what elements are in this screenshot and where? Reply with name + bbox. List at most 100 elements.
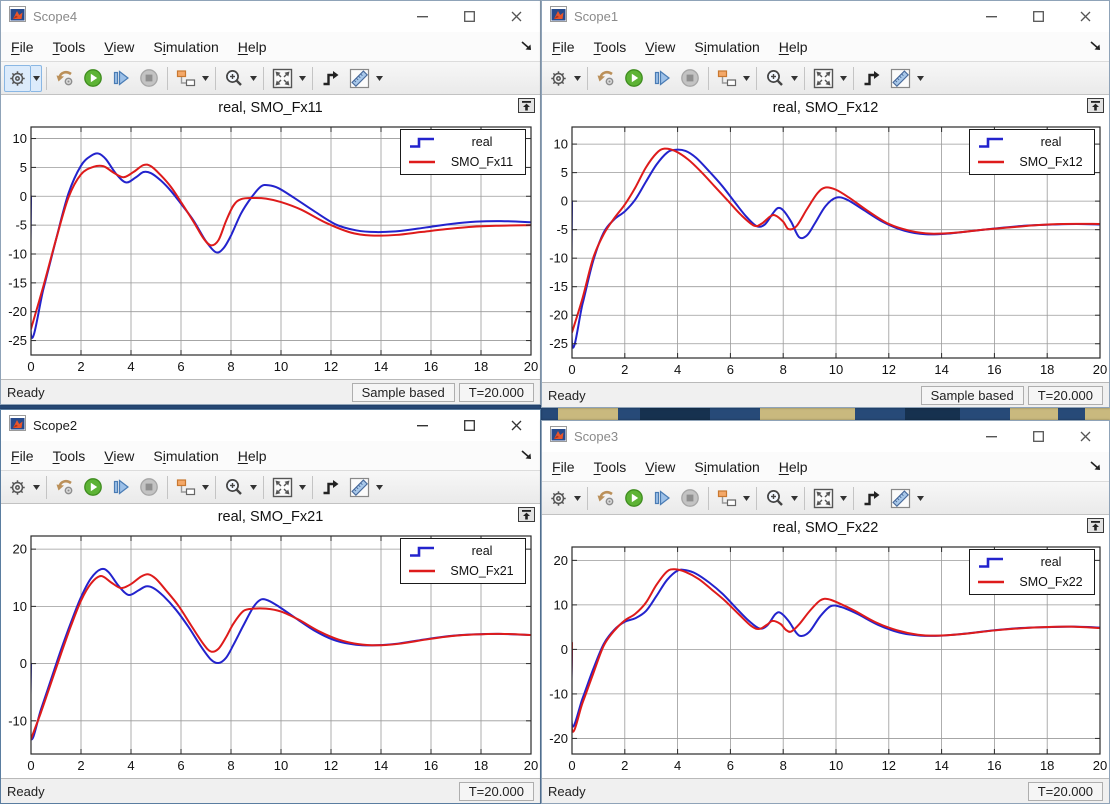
blocks-dropdown[interactable] — [200, 474, 211, 501]
zoom-dropdown[interactable] — [789, 65, 800, 92]
menu-file[interactable]: File — [552, 458, 575, 475]
zoom-button[interactable] — [220, 474, 248, 501]
menu-simulation[interactable]: Simulation — [153, 38, 219, 55]
stop-button[interactable] — [676, 485, 704, 512]
stop-button[interactable] — [135, 65, 163, 92]
settings-button[interactable] — [4, 64, 31, 92]
settings-button[interactable] — [545, 485, 572, 512]
menu-simulation[interactable]: Simulation — [153, 447, 219, 464]
menu-overflow-arrow-icon[interactable] — [520, 448, 533, 464]
trigger-button[interactable] — [317, 65, 345, 92]
run-button[interactable] — [620, 65, 648, 92]
zoom-button[interactable] — [761, 65, 789, 92]
menu-help[interactable]: Help — [237, 447, 267, 464]
legend[interactable]: real SMO_Fx11 — [400, 129, 526, 175]
dock-button[interactable] — [1087, 98, 1104, 113]
close-button[interactable] — [1062, 1, 1109, 32]
menu-tools[interactable]: Tools — [52, 38, 86, 55]
menu-simulation[interactable]: Simulation — [694, 458, 760, 475]
simulink-blocks-button[interactable] — [172, 65, 200, 92]
fit-to-view-button[interactable] — [268, 65, 297, 92]
trigger-button[interactable] — [317, 474, 345, 501]
minimize-button[interactable] — [968, 1, 1015, 32]
maximize-button[interactable] — [446, 1, 493, 32]
menu-file[interactable]: File — [11, 38, 34, 55]
trigger-button[interactable] — [858, 485, 886, 512]
fit-dropdown[interactable] — [297, 474, 308, 501]
menu-simulation[interactable]: Simulation — [694, 38, 760, 55]
maximize-button[interactable] — [446, 410, 493, 441]
scope-plot-canvas[interactable]: 0 2 4 6 8 10 12 14 16 18 20 20 10 0 -10 — [1, 530, 540, 778]
menu-overflow-arrow-icon[interactable] — [1089, 39, 1102, 55]
fit-dropdown[interactable] — [838, 65, 849, 92]
menu-view[interactable]: View — [104, 447, 135, 464]
settings-dropdown[interactable] — [572, 65, 583, 92]
zoom-dropdown[interactable] — [248, 65, 259, 92]
blocks-dropdown[interactable] — [741, 65, 752, 92]
dock-button[interactable] — [1087, 518, 1104, 533]
zoom-dropdown[interactable] — [248, 474, 259, 501]
menu-view[interactable]: View — [104, 38, 135, 55]
legend[interactable]: real SMO_Fx22 — [969, 549, 1095, 595]
settings-dropdown[interactable] — [31, 474, 42, 501]
title-bar[interactable]: Scope3 — [542, 421, 1109, 452]
menu-view[interactable]: View — [645, 458, 676, 475]
title-bar[interactable]: Scope1 — [542, 1, 1109, 32]
blocks-dropdown[interactable] — [741, 485, 752, 512]
maximize-button[interactable] — [1015, 421, 1062, 452]
close-button[interactable] — [493, 1, 540, 32]
menu-help[interactable]: Help — [778, 458, 808, 475]
stop-button[interactable] — [676, 65, 704, 92]
close-button[interactable] — [1062, 421, 1109, 452]
title-bar[interactable]: Scope4 — [1, 1, 540, 32]
settings-dropdown[interactable] — [31, 64, 42, 92]
settings-button[interactable] — [545, 65, 572, 92]
step-forward-button[interactable] — [648, 65, 676, 92]
legend[interactable]: real SMO_Fx12 — [969, 129, 1095, 175]
simulink-blocks-button[interactable] — [713, 65, 741, 92]
scope-plot-canvas[interactable]: 0 2 4 6 8 10 12 14 16 18 20 20 10 0 -10 -20 — [542, 541, 1109, 778]
settings-dropdown[interactable] — [572, 485, 583, 512]
measurements-dropdown[interactable] — [374, 65, 385, 92]
measurements-dropdown[interactable] — [915, 485, 926, 512]
minimize-button[interactable] — [399, 410, 446, 441]
step-forward-button[interactable] — [648, 485, 676, 512]
zoom-button[interactable] — [761, 485, 789, 512]
step-forward-button[interactable] — [107, 474, 135, 501]
close-button[interactable] — [493, 410, 540, 441]
scope-plot-canvas[interactable]: 0 2 4 6 8 10 12 14 16 18 20 10 5 0 -5 -10 -15 -20 -25 — [542, 121, 1109, 382]
menu-tools[interactable]: Tools — [593, 458, 627, 475]
menu-help[interactable]: Help — [237, 38, 267, 55]
measurements-button[interactable] — [886, 65, 915, 92]
measurements-button[interactable] — [345, 474, 374, 501]
run-button[interactable] — [79, 65, 107, 92]
fit-to-view-button[interactable] — [809, 65, 838, 92]
fit-to-view-button[interactable] — [268, 474, 297, 501]
minimize-button[interactable] — [968, 421, 1015, 452]
menu-overflow-arrow-icon[interactable] — [520, 39, 533, 55]
dock-button[interactable] — [518, 98, 535, 113]
maximize-button[interactable] — [1015, 1, 1062, 32]
measurements-button[interactable] — [886, 485, 915, 512]
step-back-button[interactable] — [51, 65, 79, 92]
measurements-dropdown[interactable] — [374, 474, 385, 501]
menu-overflow-arrow-icon[interactable] — [1089, 459, 1102, 475]
legend[interactable]: real SMO_Fx21 — [400, 538, 526, 584]
scope-plot-canvas[interactable]: 0 2 4 6 8 10 12 14 16 18 20 10 5 0 -5 -10 -15 -20 -25 — [1, 121, 540, 379]
menu-file[interactable]: File — [552, 38, 575, 55]
fit-dropdown[interactable] — [297, 65, 308, 92]
stop-button[interactable] — [135, 474, 163, 501]
blocks-dropdown[interactable] — [200, 65, 211, 92]
measurements-button[interactable] — [345, 65, 374, 92]
trigger-button[interactable] — [858, 65, 886, 92]
zoom-dropdown[interactable] — [789, 485, 800, 512]
menu-view[interactable]: View — [645, 38, 676, 55]
step-forward-button[interactable] — [107, 65, 135, 92]
menu-file[interactable]: File — [11, 447, 34, 464]
measurements-dropdown[interactable] — [915, 65, 926, 92]
minimize-button[interactable] — [399, 1, 446, 32]
step-back-button[interactable] — [592, 485, 620, 512]
menu-tools[interactable]: Tools — [52, 447, 86, 464]
settings-button[interactable] — [4, 474, 31, 501]
run-button[interactable] — [620, 485, 648, 512]
